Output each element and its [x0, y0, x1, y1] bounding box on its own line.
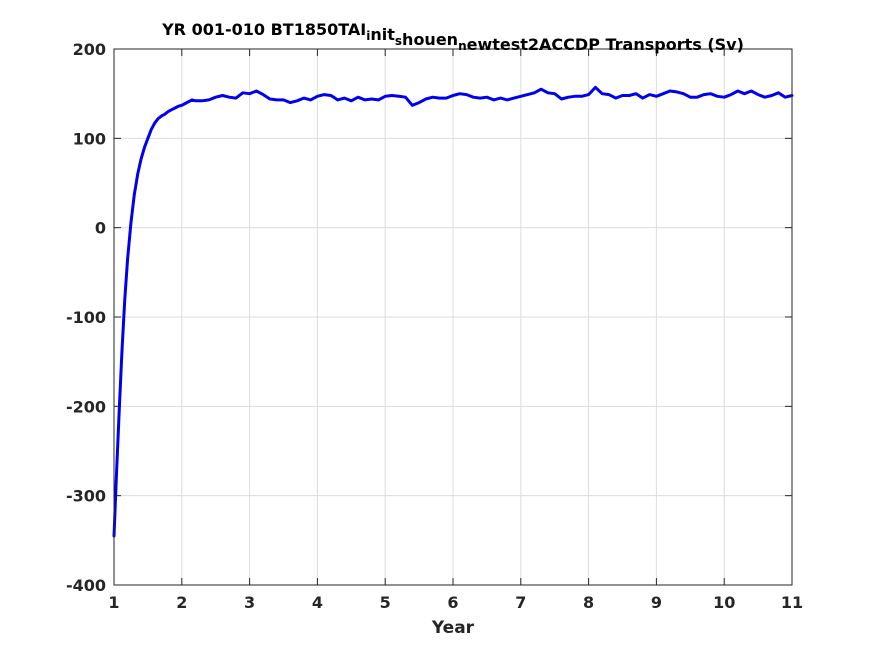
- x-tick-label: 11: [781, 593, 803, 612]
- title-segment: YR 001-010 BT1850TAI: [161, 20, 366, 39]
- title-subscript: n: [458, 39, 467, 53]
- x-tick-label: 8: [583, 593, 594, 612]
- x-tick-label: 10: [713, 593, 735, 612]
- chart-title: YR 001-010 BT1850TAIinitshouennewtest2AC…: [161, 20, 744, 54]
- y-tick-label: -400: [66, 576, 106, 595]
- plot-frame: [113, 48, 793, 586]
- x-tick-labels: 1 2 3 4 5 6 7 8 9 10 11: [108, 593, 803, 612]
- series-group: [112, 85, 794, 538]
- x-tick-label: 3: [244, 593, 255, 612]
- title-subscript: i: [366, 29, 370, 43]
- title-subscript: s: [395, 34, 402, 48]
- x-axis-label: Year: [431, 618, 475, 638]
- y-tick-labels: -400 -300 -200 -100 0 100 200: [66, 40, 106, 595]
- x-tick-label: 1: [108, 593, 119, 612]
- title-segment: nit: [370, 25, 395, 44]
- y-tick-label: 100: [73, 129, 106, 148]
- title-segment: ewtest2ACCDP Transports (Sv): [467, 35, 744, 54]
- x-tick-label: 6: [447, 593, 458, 612]
- y-tick-label: 0: [95, 219, 106, 238]
- y-tick-label: -100: [66, 308, 106, 327]
- y-tick-label: -300: [66, 487, 106, 506]
- x-tick-label: 2: [176, 593, 187, 612]
- series-line: [112, 85, 794, 538]
- x-tick-label: 4: [312, 593, 323, 612]
- y-tick-label: -200: [66, 397, 106, 416]
- x-tick-label: 5: [380, 593, 391, 612]
- x-tick-label: 9: [651, 593, 662, 612]
- x-tick-label: 7: [515, 593, 526, 612]
- title-segment: houen: [402, 30, 458, 49]
- y-tick-label: 200: [73, 40, 106, 59]
